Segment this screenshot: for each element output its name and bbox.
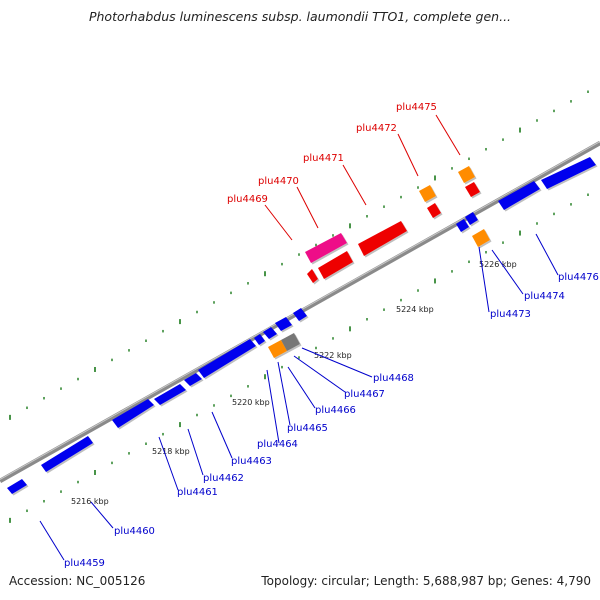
gene-plu4472[interactable] [427, 203, 441, 218]
gene-plu4460[interactable] [41, 436, 93, 472]
label-plu4468[interactable]: plu4468 [373, 373, 414, 384]
gene-plu4468[interactable] [293, 308, 307, 321]
gene-plu4467[interactable] [275, 317, 292, 331]
label-plu4475[interactable]: plu4475 [396, 102, 437, 113]
label-plu4476[interactable]: plu4476 [558, 272, 599, 283]
genome-summary: Topology: circular; Length: 5,688,987 bp… [261, 574, 591, 588]
label-plu4464[interactable]: plu4464 [257, 439, 298, 450]
label-plu4469[interactable]: plu4469 [227, 194, 268, 205]
scale-label-5218: 5218 kbp [152, 447, 190, 456]
orange-feature-2[interactable] [472, 229, 490, 247]
map-title: Photorhabdus luminescens subsp. laumondi… [88, 9, 512, 24]
grey-feature[interactable] [281, 333, 300, 351]
orange-feature-4[interactable] [458, 166, 475, 183]
scale-label-5222: 5222 kbp [314, 351, 352, 360]
misc-features-lower [268, 229, 490, 358]
gene-plu4475[interactable] [465, 182, 480, 197]
gene-plu4469[interactable] [307, 269, 318, 283]
gene-plu4476[interactable] [541, 157, 596, 189]
reverse-genes [305, 166, 480, 283]
label-plu4470[interactable]: plu4470 [258, 176, 299, 187]
gene-plu4473b[interactable] [465, 212, 478, 225]
label-plu4460[interactable]: plu4460 [114, 526, 155, 537]
gene-labels: plu4459 plu4460 plu4461 plu4462 plu4463 … [64, 102, 599, 569]
gene-plu4459[interactable] [7, 479, 27, 494]
label-plu4461[interactable]: plu4461 [177, 487, 218, 498]
gene-plu4465[interactable] [254, 334, 265, 345]
label-plu4462[interactable]: plu4462 [203, 473, 244, 484]
forward-genes [7, 157, 596, 494]
orange-feature-1[interactable] [268, 340, 287, 358]
gene-plu4471[interactable] [358, 221, 407, 256]
pink-feature[interactable] [305, 233, 347, 263]
gene-plu4462[interactable] [154, 384, 186, 405]
orange-feature-3[interactable] [419, 185, 436, 202]
leader-lines [39, 114, 559, 561]
gene-plu4473[interactable] [456, 219, 469, 232]
scale-label-5224: 5224 kbp [396, 305, 434, 314]
label-plu4471[interactable]: plu4471 [303, 153, 344, 164]
label-plu4465[interactable]: plu4465 [287, 423, 328, 434]
label-plu4473[interactable]: plu4473 [490, 309, 531, 320]
scale-label-5226: 5226 kbp [479, 260, 517, 269]
gene-plu4464[interactable] [198, 339, 256, 378]
scale-label-5216: 5216 kbp [71, 497, 109, 506]
gene-plu4461[interactable] [112, 399, 154, 428]
label-plu4463[interactable]: plu4463 [231, 456, 272, 467]
scale-labels: 5216 kbp 5218 kbp 5220 kbp 5222 kbp 5224… [71, 260, 517, 506]
scale-label-5220: 5220 kbp [232, 398, 270, 407]
accession-label: Accession: NC_005126 [9, 574, 146, 588]
label-plu4472[interactable]: plu4472 [356, 123, 397, 134]
gene-plu4466[interactable] [263, 327, 277, 339]
dotted-rails [9, 90, 589, 523]
label-plu4474[interactable]: plu4474 [524, 291, 565, 302]
gene-plu4470[interactable] [318, 251, 353, 279]
gene-plu4463[interactable] [184, 373, 202, 386]
label-plu4466[interactable]: plu4466 [315, 405, 356, 416]
gene-plu4474[interactable] [498, 181, 540, 210]
label-plu4467[interactable]: plu4467 [344, 389, 385, 400]
label-plu4459[interactable]: plu4459 [64, 558, 105, 569]
